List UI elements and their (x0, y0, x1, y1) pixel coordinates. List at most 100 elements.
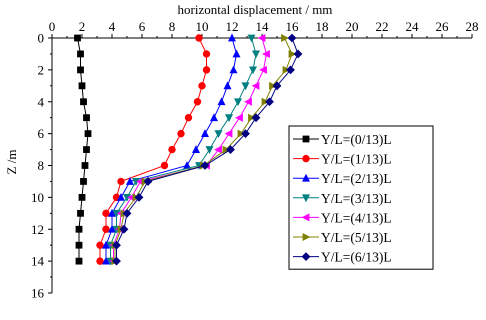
y-tick-label: 6 (38, 126, 45, 141)
data-point (217, 97, 226, 106)
data-point (122, 208, 132, 218)
data-point (96, 257, 104, 265)
data-point (202, 50, 211, 58)
data-point (259, 65, 267, 74)
data-point (247, 34, 256, 43)
data-point (234, 98, 242, 107)
data-point (77, 50, 84, 58)
data-point (252, 50, 260, 59)
data-point (117, 177, 125, 186)
data-point (201, 129, 209, 138)
data-point (117, 192, 125, 201)
data-point (132, 178, 140, 186)
legend-marker (301, 252, 311, 261)
legend-marker (302, 135, 310, 143)
data-point (272, 81, 282, 91)
data-point (78, 193, 86, 201)
legend-label: Y/L=(6/13)L (321, 250, 392, 265)
legend-marker (302, 154, 310, 163)
data-point (286, 65, 295, 75)
data-point (281, 34, 289, 42)
data-point (112, 209, 121, 218)
data-point (223, 81, 232, 90)
data-point (177, 129, 185, 138)
legend-label: Y/L=(1/13)L (321, 152, 392, 167)
data-point (210, 113, 218, 122)
legend-item: Y/L=(4/13)L (293, 210, 392, 225)
series-6 (112, 33, 303, 266)
data-point (241, 129, 250, 139)
data-point (75, 257, 83, 265)
legend-item: Y/L=(0/13)L (293, 132, 392, 147)
data-point (102, 225, 110, 233)
x-tick-label: 18 (316, 19, 329, 34)
y-tick-label: 16 (31, 286, 45, 301)
data-point (205, 146, 214, 154)
data-point (123, 193, 131, 202)
y-axis-title: Z /m (4, 150, 19, 175)
data-point (251, 81, 260, 90)
data-point (102, 209, 110, 218)
data-point (200, 161, 210, 170)
x-tick-label: 2 (79, 19, 86, 34)
data-point (75, 225, 83, 233)
legend-item: Y/L=(3/13)L (293, 191, 392, 206)
data-point (198, 82, 206, 90)
data-point (78, 82, 86, 90)
series-3 (106, 34, 260, 266)
x-tick-label: 14 (256, 19, 270, 34)
legend-label: Y/L=(4/13)L (321, 210, 392, 225)
x-tick-label: 22 (376, 19, 389, 34)
data-point (226, 145, 235, 154)
legend-label: Y/L=(5/13)L (321, 230, 392, 245)
data-point (112, 256, 121, 266)
legend-item: Y/L=(5/13)L (293, 230, 392, 245)
data-point (202, 66, 211, 74)
data-point (214, 130, 223, 139)
data-point (108, 208, 116, 217)
data-point (80, 98, 87, 106)
x-axis-title: horizontal displacement / mm (178, 2, 333, 17)
data-point (80, 178, 87, 185)
data-point (102, 240, 110, 249)
data-point (195, 34, 203, 42)
data-point (108, 224, 116, 233)
y-tick-label: 0 (38, 31, 45, 46)
data-point (228, 33, 236, 42)
data-point (232, 49, 241, 58)
data-point (257, 34, 266, 42)
data-point (265, 97, 274, 107)
data-point (225, 114, 233, 123)
y-tick-label: 4 (38, 94, 45, 109)
data-point (244, 97, 252, 106)
data-point (75, 241, 83, 249)
data-point (119, 224, 129, 234)
x-tick-label: 20 (346, 19, 359, 34)
legend-label: Y/L=(3/13)L (321, 191, 392, 206)
data-point (287, 33, 297, 43)
plot-area (74, 33, 303, 266)
data-point (193, 98, 202, 106)
series-2 (102, 33, 241, 265)
data-point (112, 240, 121, 250)
legend-label: Y/L=(0/13)L (321, 132, 392, 147)
data-point (288, 49, 297, 58)
data-point (235, 113, 243, 122)
data-point (83, 146, 90, 153)
legend-marker (302, 233, 311, 241)
data-point (126, 177, 134, 185)
x-tick-label: 12 (226, 19, 239, 34)
data-point (102, 256, 110, 265)
legend-item: Y/L=(2/13)L (293, 171, 392, 186)
data-point (84, 130, 92, 138)
data-point (143, 177, 153, 186)
data-point (251, 113, 261, 123)
x-tick-label: 24 (406, 19, 420, 34)
legend-item: Y/L=(1/13)L (293, 152, 392, 167)
x-tick-label: 0 (49, 19, 56, 34)
y-tick-label: 8 (38, 158, 45, 173)
data-point (77, 209, 84, 217)
data-point (77, 66, 84, 74)
data-point (214, 145, 222, 154)
